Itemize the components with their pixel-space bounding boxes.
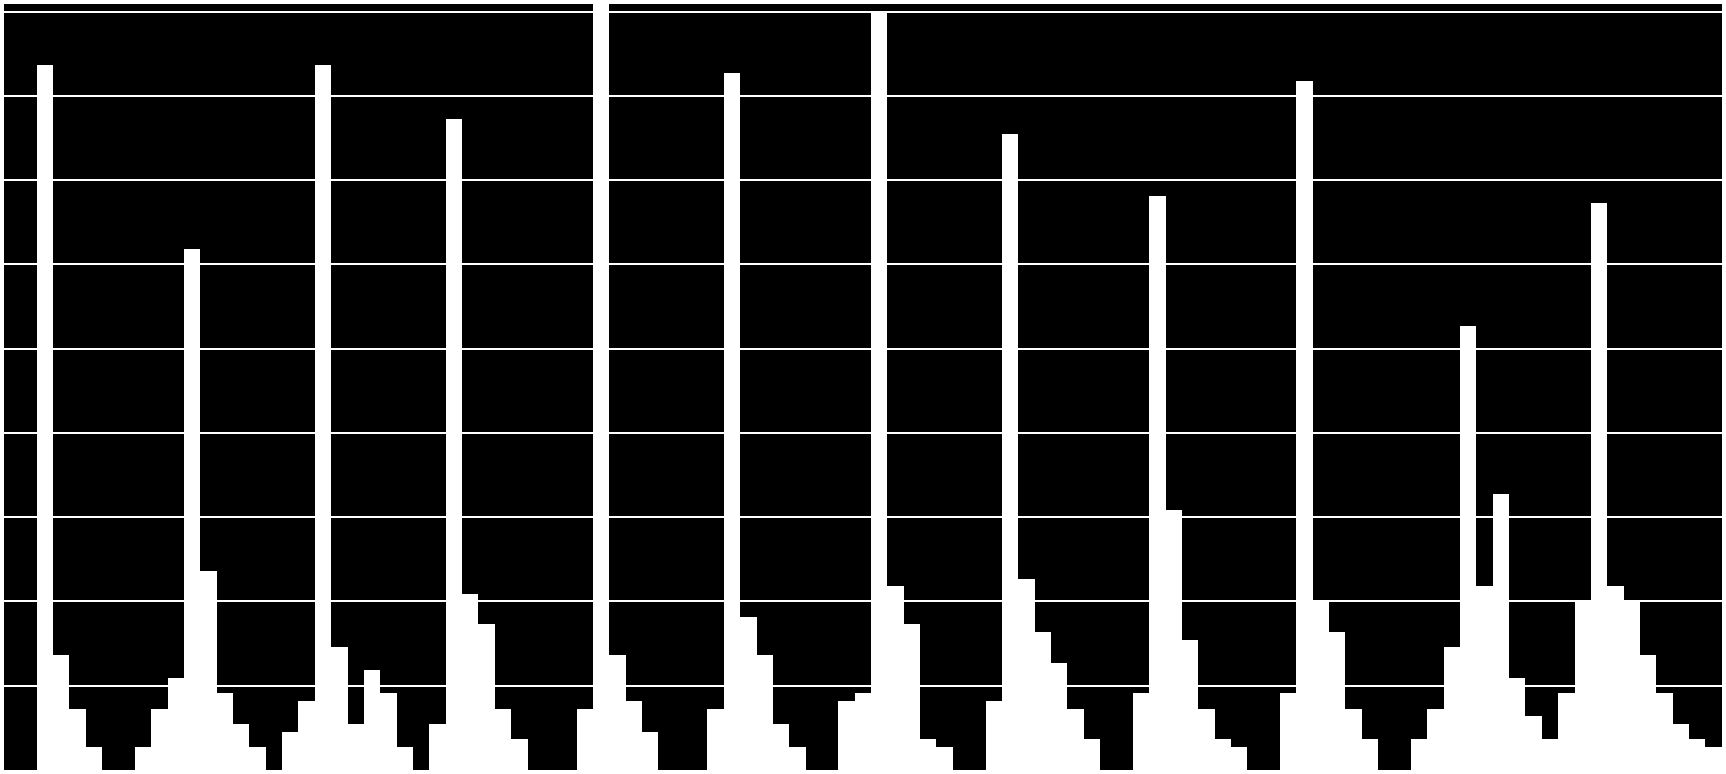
bar [1656,693,1672,770]
bar [1166,510,1182,770]
bar [577,709,593,770]
bar [1460,326,1476,770]
bar [135,747,151,770]
gridline [4,600,1722,602]
bar [1329,632,1345,770]
bar [1182,640,1198,770]
bar [1558,693,1574,770]
bar [740,617,756,770]
bar [920,739,936,770]
bar [724,73,740,770]
gridline [4,95,1722,97]
bar [904,624,920,770]
bar [609,655,625,770]
bar [1002,134,1018,770]
bar [1067,709,1083,770]
bar [936,747,952,770]
bar [1411,739,1427,770]
bar [1607,586,1623,770]
bar [1542,739,1558,770]
bar [298,701,314,770]
bar [348,724,364,770]
bars-group [4,4,1722,770]
bar [773,724,789,770]
bar [249,747,265,770]
bar [1444,647,1460,770]
bar [1673,724,1689,770]
bar [1296,81,1312,770]
bar [86,747,102,770]
bar [1133,693,1149,770]
bar [1035,632,1051,770]
bar [331,647,347,770]
bar [53,655,69,770]
bar [1509,678,1525,770]
bar [1018,579,1034,771]
gridline [4,263,1722,265]
bar [446,119,462,770]
bar [887,586,903,770]
bar [855,693,871,770]
bar [1705,747,1721,770]
bar [233,724,249,770]
bar [1345,709,1361,770]
bar [642,732,658,770]
bar [1427,709,1443,770]
bar [1362,739,1378,770]
bar [626,701,642,770]
bar [151,709,167,770]
bar [282,732,298,770]
bar [168,678,184,770]
bar [1084,739,1100,770]
bar [217,693,233,770]
bar [462,594,478,770]
bar [593,4,609,770]
bar [1689,739,1705,770]
bar [1525,716,1541,770]
bar [184,249,200,770]
bar [1493,494,1509,770]
bar [37,65,53,770]
gridline [4,685,1722,687]
bar [478,624,494,770]
bar [1215,739,1231,770]
bar [69,709,85,770]
bar [1198,709,1214,770]
bar [757,655,773,770]
gridline [4,516,1722,518]
bar [1231,747,1247,770]
bar [429,724,445,770]
plot-area [4,4,1722,770]
bar [397,747,413,770]
bar [1476,586,1492,770]
bar [1280,693,1296,770]
gridline [4,432,1722,434]
bar [1640,655,1656,770]
bar [380,693,396,770]
bar [707,709,723,770]
bar [871,12,887,770]
gridline [4,348,1722,350]
bar [1051,663,1067,770]
bar [495,709,511,770]
bar [315,65,331,770]
bar [838,701,854,770]
gridline [4,179,1722,181]
bar [511,739,527,770]
gridline [4,11,1722,13]
bar [789,747,805,770]
bar [986,701,1002,770]
bar-chart [0,0,1726,774]
